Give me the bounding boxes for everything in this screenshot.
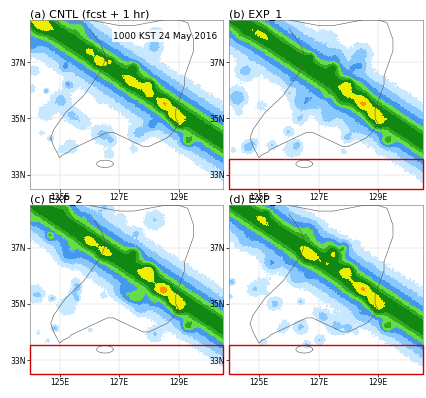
Bar — [229, 159, 422, 189]
Bar — [229, 345, 422, 374]
Text: (d) EXP_3: (d) EXP_3 — [229, 195, 282, 205]
Bar — [30, 345, 223, 374]
Text: 1000 KST 24 May 2016: 1000 KST 24 May 2016 — [113, 32, 217, 41]
Text: (c) EXP_2: (c) EXP_2 — [30, 195, 82, 205]
Text: (a) CNTL (fcst + 1 hr): (a) CNTL (fcst + 1 hr) — [30, 9, 149, 19]
Text: (b) EXP_1: (b) EXP_1 — [229, 9, 282, 20]
